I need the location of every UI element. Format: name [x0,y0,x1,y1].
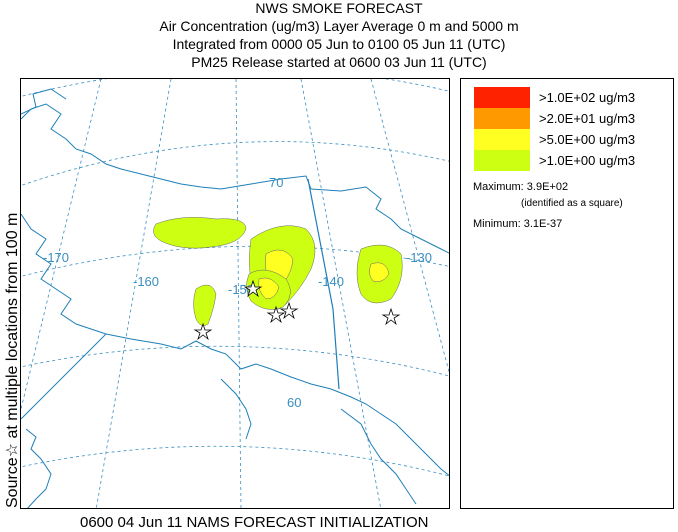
legend-swatch-level-1 [474,87,530,108]
latitude-line-60 [21,345,449,377]
star-icon [243,279,263,298]
coastline [21,88,449,508]
legend-swatch-level-4 [474,150,530,171]
aleutian-islands [25,428,52,508]
smoke-core-south [258,277,280,300]
latitude-line-75 [21,79,449,97]
meridian-130 [370,79,449,374]
longitude-label: -160 [133,274,159,289]
smoke-plume-north [153,217,247,249]
smoke-plume-west [193,284,217,326]
yukon-coast [310,186,449,254]
release-start: PM25 Release started at 0600 03 Jun 11 (… [191,54,487,70]
kodiak-island [220,378,252,440]
source-markers [193,279,401,341]
star-icon [279,301,299,320]
panhandle-islands [340,408,417,505]
latitude-label: 70 [269,175,283,190]
map-canvas: -170 -160 -150 -140 -130 70 60 [21,79,449,508]
legend-panel: >1.0E+02 ug/m3 >2.0E+01 ug/m3 >5.0E+00 u… [460,78,674,509]
latitude-label: 60 [287,395,301,410]
international-border [307,178,340,390]
south-coast [105,333,449,477]
maximum-note: (identified as a square) [521,198,623,209]
smoke-core-east [369,262,390,282]
initialization-caption: 0600 04 Jun 11 NAMS FORECAST INITIALIZAT… [80,514,429,531]
meridian-140 [300,79,382,508]
longitude-label: -130 [406,250,432,265]
source-suffix: at multiple locations from 100 m [4,212,21,443]
smoke-plumes [153,217,403,326]
alaska-peninsula [21,333,107,420]
meridian-170 [21,79,102,410]
source-prefix: Source [4,457,21,508]
star-icon: ☆ [4,442,21,458]
latitude-line-70 [21,141,449,187]
maximum-value: Maximum: 3.9E+02 [473,181,569,193]
latitude-line-55 [21,445,449,477]
legend-label-level-2: >2.0E+01 ug/m3 [539,111,636,126]
star-icon [266,305,286,324]
legend-label-level-1: >1.0E+02 ug/m3 [539,90,636,105]
legend-label-level-3: >5.0E+00 ug/m3 [539,132,636,147]
meridian-160 [95,79,172,508]
legend-swatch-level-3 [474,129,530,150]
longitude-label: -140 [318,274,344,289]
star-icon [193,322,213,341]
concentration-subtitle: Air Concentration (ug/m3) Layer Average … [159,18,519,34]
chukotka-coast [21,88,67,115]
north-coast [21,103,312,190]
longitude-label: -150 [228,282,254,297]
star-icon [381,307,401,326]
legend-label-level-4: >1.0E+00 ug/m3 [539,153,636,168]
west-coast [21,213,107,335]
forecast-title: NWS SMOKE FORECAST [255,0,423,16]
minimum-value: Minimum: 3.1E-37 [473,218,563,230]
legend-swatch-level-2 [474,108,530,129]
integration-period: Integrated from 0000 05 Jun to 0100 05 J… [172,36,506,52]
map-panel: -170 -160 -150 -140 -130 70 60 [20,78,450,509]
longitude-label: -170 [43,250,69,265]
source-side-label: Source☆ at multiple locations from 100 m [2,213,22,508]
